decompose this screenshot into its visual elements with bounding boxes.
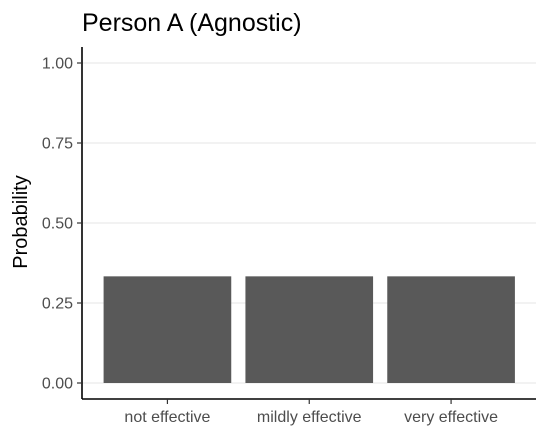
x-tick-label: not effective <box>124 409 210 426</box>
chart-title: Person A (Agnostic) <box>82 9 302 37</box>
y-axis: 0.00 0.25 0.50 0.75 1.00 <box>42 47 83 399</box>
bar <box>387 276 515 383</box>
y-tick-label: 0.50 <box>42 216 73 233</box>
x-tick-label: very effective <box>404 409 498 426</box>
y-tick-label: 0.75 <box>42 136 73 153</box>
bars <box>103 276 515 383</box>
y-axis-title: Probability <box>10 175 32 268</box>
y-tick-label: 0.25 <box>42 296 73 313</box>
bar <box>103 276 232 383</box>
y-tick-label: 1.00 <box>42 56 73 73</box>
bar <box>245 276 374 383</box>
x-tick-label: mildly effective <box>257 409 362 426</box>
y-tick-label: 0.00 <box>42 376 73 393</box>
x-axis: not effective mildly effective very effect… <box>82 398 536 426</box>
